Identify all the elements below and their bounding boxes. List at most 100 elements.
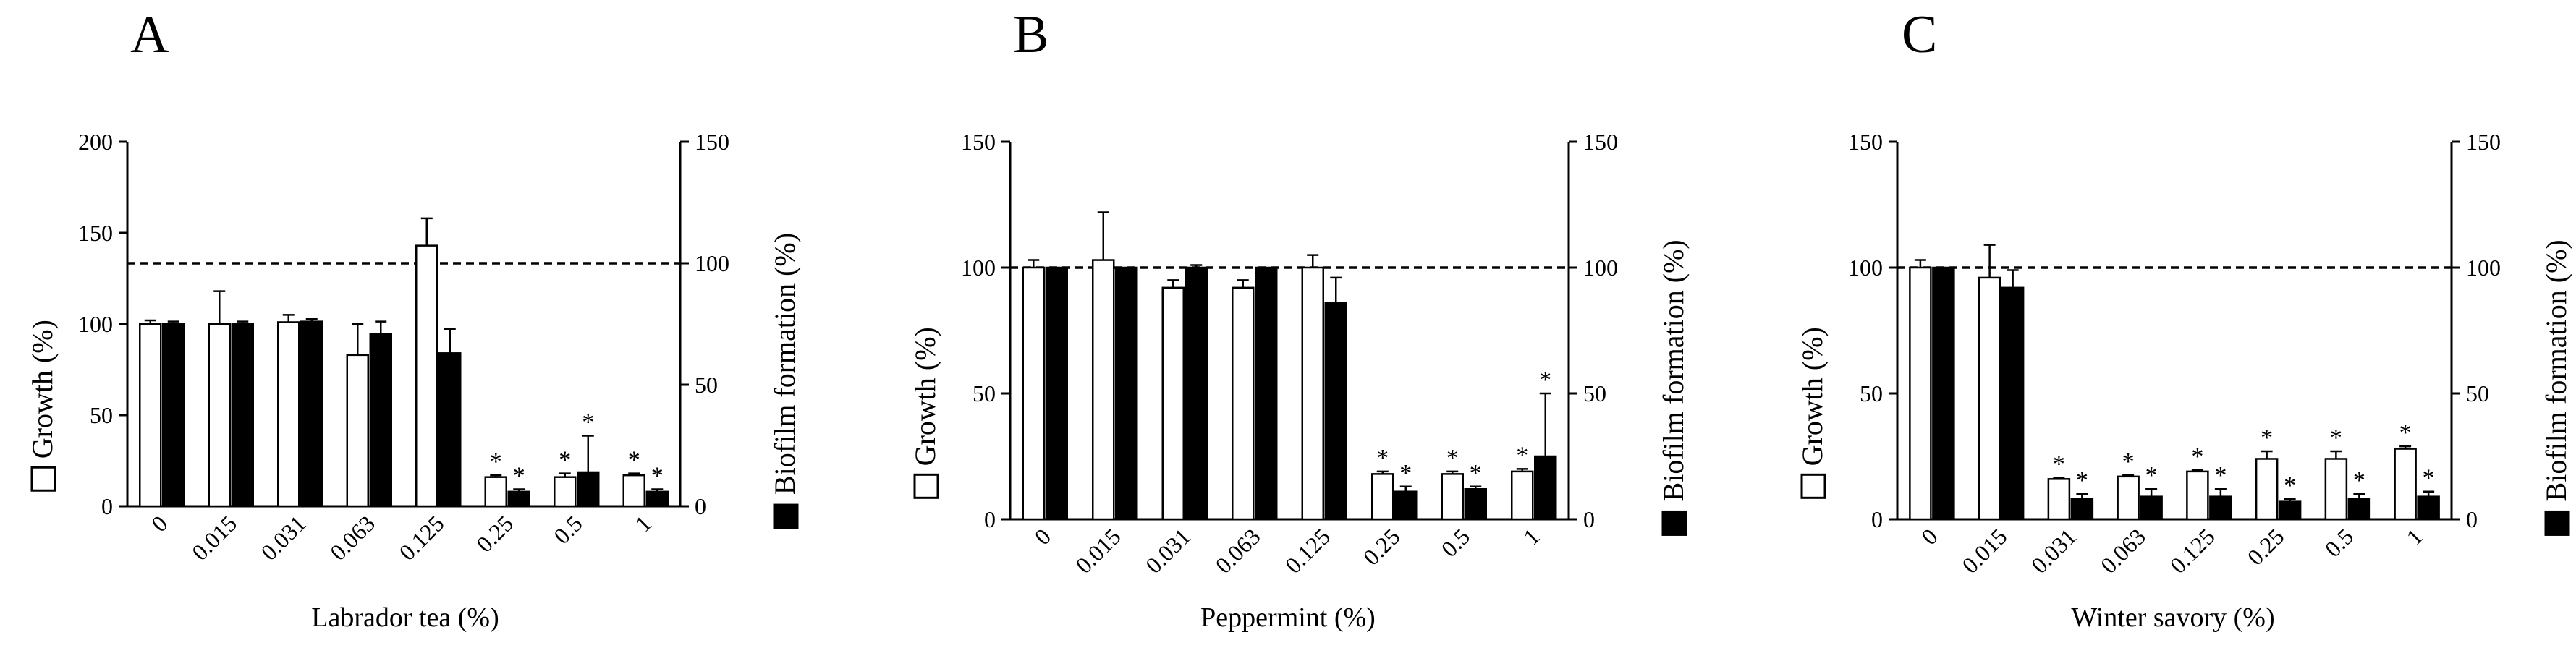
biofilm-bar [1932,266,1955,521]
growth-bar [1441,473,1464,521]
x-tick-label: 1 [1518,523,1545,550]
panel-b: B 0 50 100 150 0 50 100 150 0 0.015 0.031 0.063 0.125… [909,5,1690,633]
growth-legend-swatch [30,466,56,492]
biofilm-significance-mark: * [2284,472,2296,499]
x-tick-label: 0.015 [187,510,242,565]
right-axis-label: Biofilm formation (%) [1657,239,1690,501]
growth-significance-mark: * [2399,419,2412,446]
left-tick-label: 150 [961,129,996,155]
biofilm-bar [1115,266,1138,521]
biofilm-bar [1185,266,1208,521]
right-tick-label: 50 [1583,380,1606,406]
biofilm-bar [2278,500,2302,521]
biofilm-significance-mark: * [2145,462,2158,489]
x-tick-label: 0.5 [2320,523,2359,562]
biofilm-bar [645,490,669,508]
left-tick-label: 50 [90,402,113,428]
biofilm-significance-mark: * [1399,460,1412,487]
left-axis-title: Growth (%) [26,320,59,492]
right-tick-label: 0 [695,493,706,519]
growth-significance-mark: * [2122,448,2135,475]
growth-bar [1301,266,1324,521]
left-tick-label: 0 [1871,506,1883,532]
biofilm-significance-mark: * [2076,467,2088,494]
x-tick-label: 0.015 [1070,523,1125,578]
left-tick-label: 100 [1848,255,1883,281]
right-axis-label: Biofilm formation (%) [768,233,801,495]
growth-significance-mark: * [2191,443,2203,470]
x-tick-label: 0.031 [255,510,310,565]
x-tick-label: 1 [2401,523,2428,550]
growth-bar [2255,458,2279,521]
x-tick-label: 0.25 [1358,523,1405,570]
growth-significance-mark: * [490,448,502,475]
left-tick-label: 200 [78,129,113,155]
right-tick-label: 100 [2466,255,2501,281]
growth-legend-swatch [913,473,939,499]
left-axis-label: Growth (%) [909,327,941,466]
growth-bar [346,354,369,508]
biofilm-significance-mark: * [513,462,525,489]
biofilm-bar [1394,490,1418,521]
panel-c: C 0 50 100 150 0 50 100 150 0 0.015 * * 0.031 * * 0.063 *… [1796,5,2572,633]
growth-bar [484,476,507,508]
x-tick-label: 0.031 [2026,523,2081,578]
biofilm-bar [438,352,462,508]
biofilm-bar [1464,487,1487,521]
x-axis-title: Labrador tea (%) [311,602,499,633]
biofilm-bar [2209,495,2232,521]
growth-bar [1232,286,1255,521]
growth-significance-mark: * [1516,442,1528,469]
biofilm-significance-mark: * [2353,467,2365,494]
x-tick-label: 0.015 [1957,523,2012,578]
growth-bar [1978,276,2001,521]
biofilm-bar [300,320,323,508]
biofilm-bar [1045,266,1068,521]
biofilm-significance-mark: * [1470,460,1482,487]
right-tick-label: 0 [1583,506,1595,532]
x-tick-label: 0.125 [2164,523,2219,578]
x-tick-label: 0 [1029,523,1056,550]
growth-bar [277,321,300,508]
biofilm-bar [577,471,600,508]
biofilm-bar [162,323,185,508]
left-tick-label: 50 [1860,380,1883,406]
right-axis-title: Biofilm formation (%) [1657,239,1690,536]
x-tick-label: 0.25 [471,510,518,557]
growth-significance-mark: * [628,447,640,474]
left-axis-title: Growth (%) [1796,327,1829,499]
right-tick-label: 50 [695,372,718,398]
biofilm-significance-mark: * [1539,367,1551,393]
growth-bar [1511,470,1534,521]
growth-bar [415,244,438,508]
biofilm-legend-swatch [773,503,799,529]
biofilm-bar [369,333,392,508]
right-axis-title: Biofilm formation (%) [2540,239,2572,536]
x-tick-label: 0.25 [2242,523,2289,570]
right-tick-label: 100 [1583,255,1618,281]
growth-bar [2047,478,2071,521]
growth-bar [1909,266,1932,521]
x-axis-title: Peppermint (%) [1200,602,1376,633]
right-tick-label: 150 [2466,129,2501,155]
right-tick-label: 150 [1583,129,1618,155]
left-tick-label: 100 [961,255,996,281]
x-tick-label: 0.063 [1210,523,1265,578]
biofilm-significance-mark: * [2423,465,2435,492]
growth-significance-mark: * [2330,425,2342,451]
growth-legend-swatch [1800,473,1826,499]
growth-bar [622,474,645,508]
right-tick-label: 100 [695,250,729,276]
biofilm-bar [1324,302,1347,521]
growth-significance-mark: * [2053,451,2065,478]
biofilm-significance-mark: * [651,462,664,489]
x-tick-label: 1 [630,510,656,537]
growth-bar [1092,259,1115,521]
biofilm-bar [231,323,254,508]
panel-label: A [130,5,169,64]
growth-bar [1371,473,1394,521]
x-tick-label: 0.5 [1436,523,1475,562]
biofilm-legend-swatch [2544,510,2570,536]
right-axis-title: Biofilm formation (%) [768,233,801,529]
